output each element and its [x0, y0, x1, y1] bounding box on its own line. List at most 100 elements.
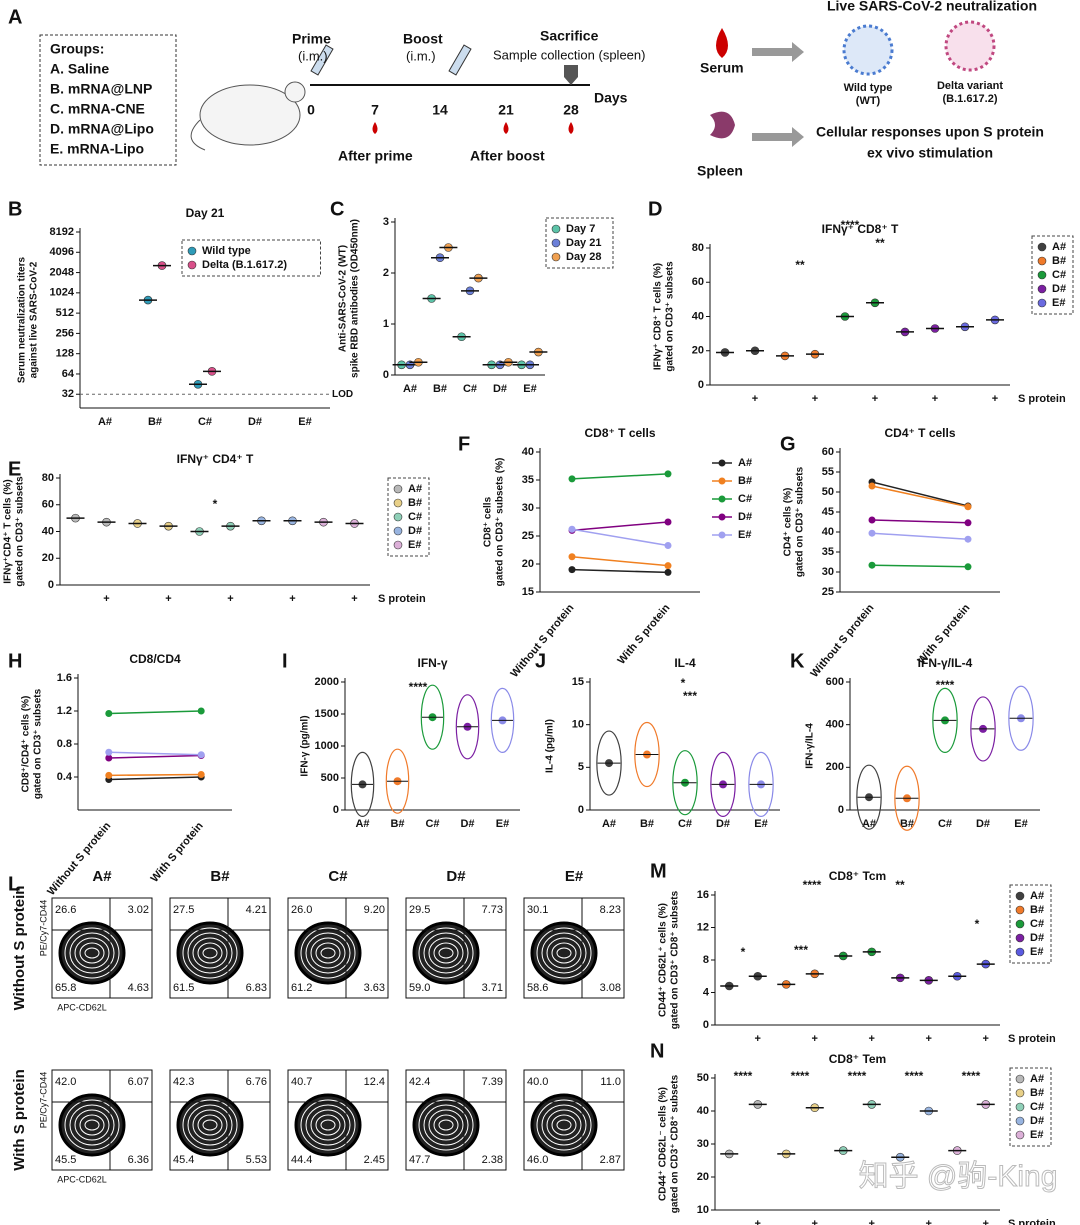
y-tick-label: 4096 — [50, 246, 74, 258]
violin — [490, 687, 515, 754]
legend-label: A# — [1030, 1073, 1044, 1085]
contour — [182, 927, 238, 979]
x-axis-label: S protein — [378, 593, 426, 605]
contour — [187, 932, 233, 974]
label: Delta variant — [937, 80, 1003, 92]
quadrant-value: 3.02 — [128, 904, 149, 916]
contour — [197, 1114, 223, 1136]
group: E. mRNA-Lipo — [50, 141, 144, 157]
x-tick-label: + — [983, 1033, 989, 1045]
legend-marker — [1037, 242, 1047, 252]
series-line — [108, 776, 202, 781]
y-tick-label: 200 — [826, 761, 844, 773]
label: (WT) — [856, 95, 881, 107]
chart: K IFN-γ/IL-4 0 200 400 600 IFN-γ/IL-4 **** A# B# C… — [790, 650, 1040, 831]
contour — [305, 932, 351, 974]
y-tick-label: 10 — [697, 1204, 709, 1216]
group: B. mRNA@LNP — [50, 81, 152, 97]
violin — [350, 751, 375, 818]
label: Sample collection (spleen) — [493, 47, 645, 62]
chart: F CD8⁺ T cells 15 20 25 30 35 40 CD8⁺ cells gated… — [458, 426, 752, 680]
y-axis-label: gated on CD3⁺ subsets — [33, 688, 44, 799]
significance: **** — [905, 1069, 924, 1083]
legend-label: A# — [1030, 890, 1044, 902]
label: After boost — [470, 148, 545, 164]
violin — [894, 765, 920, 831]
chart-title: CD8⁺ Tem — [829, 1052, 886, 1066]
y-tick-label: 512 — [56, 307, 74, 319]
y-tick-label: 1.2 — [57, 705, 72, 717]
quadrant-value: 3.63 — [364, 982, 385, 994]
y-axis-label: gated on CD3⁺ subsets — [665, 261, 676, 372]
label: Spleen — [697, 163, 743, 179]
legend-box — [1009, 1067, 1052, 1147]
marker — [964, 563, 972, 571]
marker — [664, 562, 672, 570]
marker — [568, 553, 576, 561]
marker — [664, 518, 672, 526]
y-tick-label: 0.8 — [57, 738, 72, 750]
violin — [932, 687, 958, 754]
group: C. mRNA-CNE — [50, 101, 145, 117]
y-tick-label: 0 — [48, 579, 54, 591]
y-axis-label: gated on CD3⁺ subsets — [15, 476, 26, 587]
y-tick-label: 4 — [703, 986, 710, 998]
significance: **** — [962, 1069, 981, 1083]
significance: **** — [791, 1069, 810, 1083]
y-axis-label: gated on CD3⁺ CD8⁺ subsets — [670, 1074, 681, 1213]
contour — [423, 932, 469, 974]
quadrant-value: 6.36 — [128, 1154, 149, 1166]
quadrant-value: 65.8 — [55, 982, 76, 994]
x-tick-label: + — [165, 593, 171, 605]
legend-label: C# — [1030, 1101, 1044, 1113]
legend-label: B# — [1030, 904, 1044, 916]
legend-label: B# — [1030, 1087, 1044, 1099]
axis-label: PE/Cy7-CD44 — [38, 1072, 48, 1129]
y-tick-label: 30 — [822, 566, 834, 578]
x-tick-label: + — [983, 1218, 989, 1225]
legend-marker — [393, 540, 403, 550]
contour — [202, 947, 218, 959]
series-line — [108, 754, 202, 759]
legend-marker — [1015, 905, 1025, 915]
marker — [868, 516, 876, 524]
x-tick-label: + — [812, 1033, 818, 1045]
x-tick-label: A# — [355, 818, 369, 830]
panel-label: M — [650, 860, 667, 882]
x-tick-label: + — [926, 1033, 932, 1045]
series-line — [571, 568, 669, 574]
legend-marker — [187, 260, 197, 270]
y-tick-label: 50 — [822, 486, 834, 498]
legend-label: B# — [1052, 255, 1066, 267]
contour — [541, 932, 587, 974]
y-axis-label: CD4⁺ cells (%) — [783, 488, 794, 557]
x-tick-label: A# — [403, 383, 417, 395]
panel-label: F — [458, 433, 470, 455]
panel-label: I — [282, 650, 288, 672]
contour — [541, 1104, 587, 1146]
row-label: With S protein — [11, 1069, 28, 1171]
legend-label: Day 7 — [566, 223, 595, 235]
panel-label: N — [650, 1040, 664, 1062]
legend-label: A# — [408, 483, 422, 495]
y-tick-label: 64 — [62, 368, 75, 380]
legend-label: D# — [1052, 283, 1066, 295]
marker — [197, 771, 205, 779]
significance: **** — [734, 1069, 753, 1083]
contour — [69, 1104, 115, 1146]
marker — [105, 709, 113, 717]
marker — [105, 771, 113, 779]
y-tick-label: 0.4 — [57, 771, 73, 783]
quadrant-value: 27.5 — [173, 904, 194, 916]
y-axis-label: gated on CD3⁺ CD8⁺ subsets — [670, 890, 681, 1029]
series-line — [108, 751, 202, 756]
legend-marker — [718, 459, 726, 467]
marker — [964, 535, 972, 543]
chart-title: CD4⁺ T cells — [884, 426, 955, 440]
legend-marker — [718, 513, 726, 521]
significance: * — [741, 945, 746, 959]
y-tick-label: 25 — [822, 586, 834, 598]
violin — [856, 764, 882, 830]
label: Boost — [403, 31, 443, 47]
x-tick-label: + — [872, 393, 878, 405]
